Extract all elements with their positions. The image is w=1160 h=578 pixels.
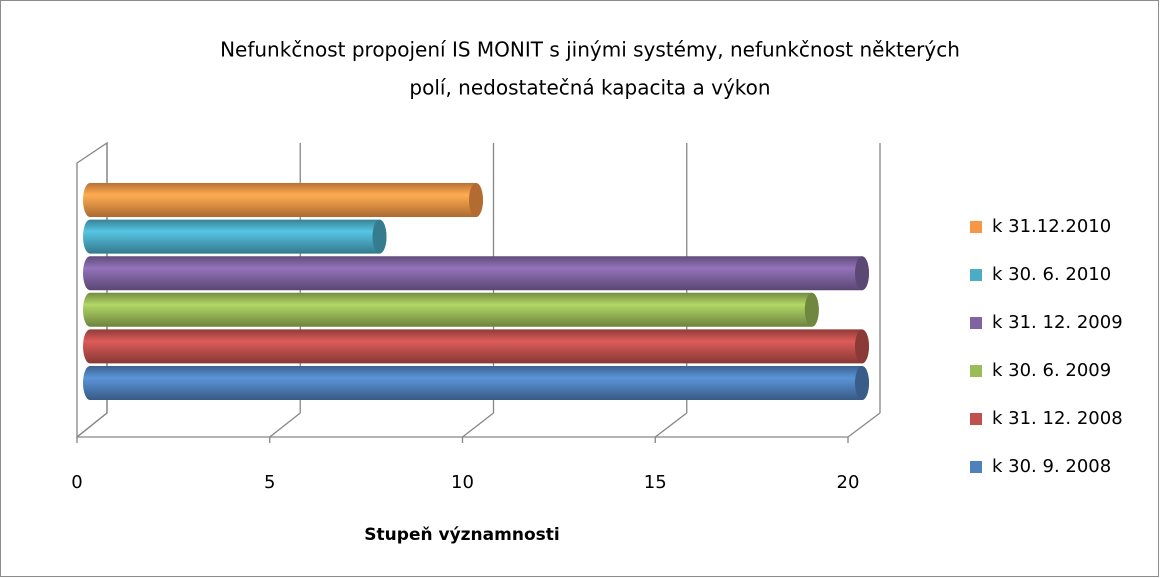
- bar: [83, 366, 869, 400]
- bar: [83, 183, 483, 217]
- legend-swatch: [970, 221, 982, 233]
- bar-cap: [372, 219, 387, 254]
- legend-label: k 31. 12. 2008: [992, 408, 1123, 429]
- x-axis-title: Stupeň významnosti: [364, 525, 559, 545]
- legend-label: k 31.12.2010: [992, 216, 1111, 237]
- legend-swatch: [970, 365, 982, 377]
- bar-cap: [804, 292, 819, 327]
- bar-cap: [855, 366, 869, 400]
- chart-title: polí, nedostatečná kapacita a výkon: [409, 76, 770, 100]
- x-tick-label: 5: [264, 472, 275, 493]
- legend-label: k 31. 12. 2009: [992, 312, 1123, 333]
- legend-label: k 30. 9. 2008: [992, 456, 1111, 477]
- bar-cap: [469, 183, 483, 217]
- x-tick-label: 10: [451, 472, 474, 493]
- x-tick-label: 0: [71, 472, 82, 493]
- bar-cap: [855, 329, 869, 364]
- x-tick-label: 20: [837, 472, 860, 493]
- legend-swatch: [970, 461, 982, 473]
- bar: [83, 219, 387, 254]
- legend-swatch: [970, 413, 982, 425]
- grid-line: [847, 412, 881, 438]
- legend-label: k 30. 6. 2010: [992, 264, 1111, 285]
- grid-line: [269, 412, 301, 438]
- chart-title: Nefunkčnost propojení IS MONIT s jinými …: [220, 38, 960, 62]
- grid-line: [462, 412, 494, 438]
- legend-swatch: [970, 269, 982, 281]
- legend-label: k 30. 6. 2009: [992, 360, 1111, 381]
- x-tick-label: 15: [644, 472, 667, 493]
- grid-line: [76, 412, 108, 438]
- bar: [83, 292, 819, 327]
- grid-line: [654, 412, 688, 438]
- legend-swatch: [970, 317, 982, 329]
- bar: [83, 329, 869, 364]
- bar: [83, 256, 869, 291]
- bar-cap: [855, 256, 869, 291]
